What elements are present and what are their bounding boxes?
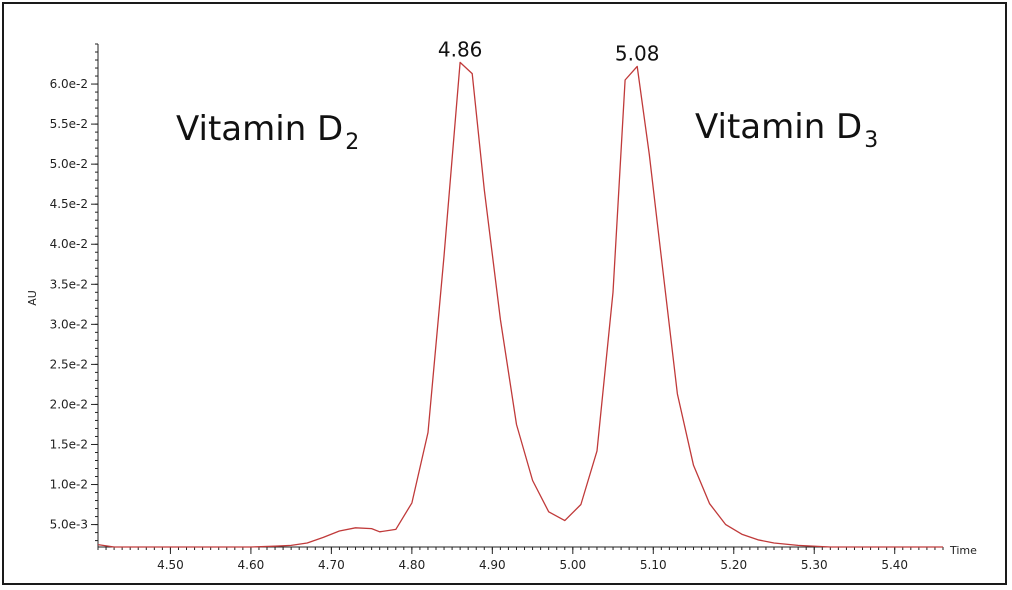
y-tick-label: 6.0e-2 (50, 77, 88, 91)
peak-annotations: 4.86 5.08 (438, 37, 660, 65)
y-ticks: 5.0e-3 1.0e-2 1.5e-2 2.0e-2 2.5e-2 3.0e-2 3.5e… (50, 43, 98, 542)
y-tick-label: 4.5e-2 (50, 197, 88, 211)
peak-label: 4.86 (438, 37, 483, 61)
x-tick-label: 5.40 (881, 558, 908, 572)
x-tick-label: 4.80 (398, 558, 425, 572)
y-tick-label: 2.0e-2 (50, 397, 88, 411)
compound-label-d2: Vitamin D2 (176, 109, 359, 155)
peak-label: 5.08 (615, 41, 660, 65)
y-tick-label: 5.0e-2 (50, 157, 88, 171)
y-tick-label: 5.5e-2 (50, 117, 88, 131)
y-tick-label: 3.5e-2 (50, 277, 88, 291)
y-tick-label: 3.0e-2 (50, 317, 88, 331)
x-axis-title: Time (949, 544, 977, 557)
compound-label-d3: Vitamin D3 (695, 107, 878, 153)
x-tick-label: 5.20 (720, 558, 747, 572)
y-tick-label: 1.5e-2 (50, 437, 88, 451)
y-tick-label: 4.0e-2 (50, 237, 88, 251)
x-ticks: 4.50 4.60 4.70 4.80 4.90 5.00 5.10 5.20 5.30 5.40 (97, 547, 944, 572)
y-axis-title: AU (26, 290, 39, 306)
x-tick-label: 5.00 (559, 558, 586, 572)
absorbance-trace (97, 61, 943, 548)
x-tick-label: 4.50 (157, 558, 184, 572)
x-tick-label: 5.10 (640, 558, 667, 572)
y-tick-label: 5.0e-3 (50, 518, 88, 532)
x-tick-label: 4.70 (318, 558, 345, 572)
x-tick-label: 4.60 (238, 558, 265, 572)
y-tick-label: 1.0e-2 (50, 478, 88, 492)
x-tick-label: 4.90 (479, 558, 506, 572)
x-tick-label: 5.30 (801, 558, 828, 572)
y-tick-label: 2.5e-2 (50, 357, 88, 371)
